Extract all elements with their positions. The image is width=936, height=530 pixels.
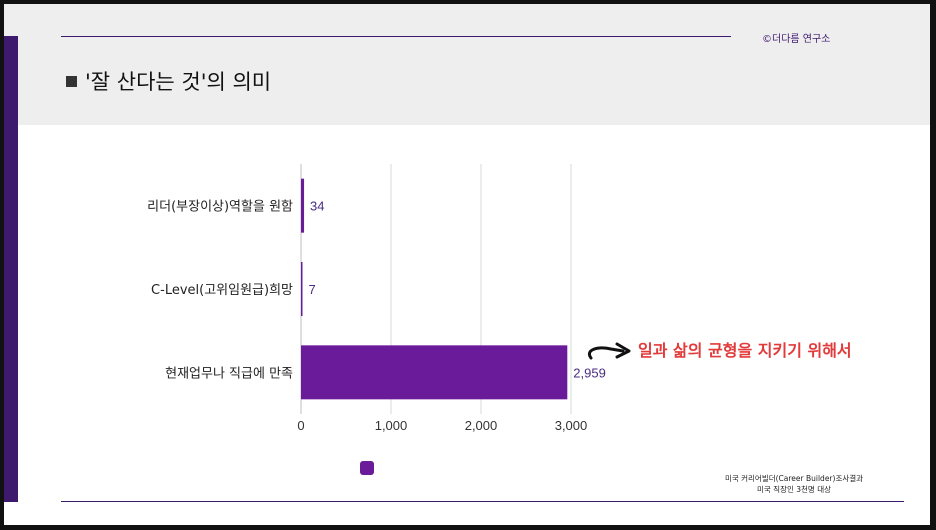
curved-arrow-icon (588, 342, 631, 360)
x-tick-label: 2,000 (465, 418, 498, 433)
callout-text: 일과 삶의 균형을 지키기 위해서 (638, 341, 852, 360)
left-accent-bar (4, 36, 18, 502)
x-tick-label: 3,000 (555, 418, 588, 433)
bottom-divider (61, 501, 904, 502)
bar-chart: 0 1,000 2,000 3,000 리더(부장이상)역할을 원함 34 C-Level(… (147, 164, 606, 433)
category-label: 리더(부장이상)역할을 원함 (147, 200, 293, 215)
x-tick-label: 0 (297, 418, 304, 433)
page-title: '잘 산다는 것'의 의미 (85, 70, 272, 94)
bar (301, 345, 568, 400)
page-title-row: '잘 산다는 것'의 의미 (66, 66, 271, 96)
slide: ©더다름 연구소 '잘 산다는 것'의 의미 0 1,000 2,000 3,000 리… (4, 4, 930, 525)
x-tick-label: 1,000 (375, 418, 408, 433)
category-label: 현재업무나 직급에 만족 (165, 366, 293, 381)
data-label: 2,959 (573, 365, 606, 380)
top-divider (61, 36, 731, 37)
copyright-label: ©더다름 연구소 (762, 34, 831, 45)
data-label: 34 (310, 199, 324, 214)
bar (301, 178, 305, 233)
source-line-1: 미국 커리어빌더(Career Builder)조사결과 (724, 474, 864, 483)
source-note: 미국 커리어빌더(Career Builder)조사결과 미국 직장인 3천명 … (704, 473, 884, 495)
legend-swatch (360, 461, 374, 475)
header-band (4, 4, 930, 125)
bar (301, 262, 303, 316)
square-bullet-icon (66, 75, 77, 87)
category-label: C-Level(고위임원급)희망 (151, 283, 293, 298)
data-label: 7 (309, 282, 316, 297)
source-line-2: 미국 직장인 3천명 대상 (756, 485, 832, 494)
